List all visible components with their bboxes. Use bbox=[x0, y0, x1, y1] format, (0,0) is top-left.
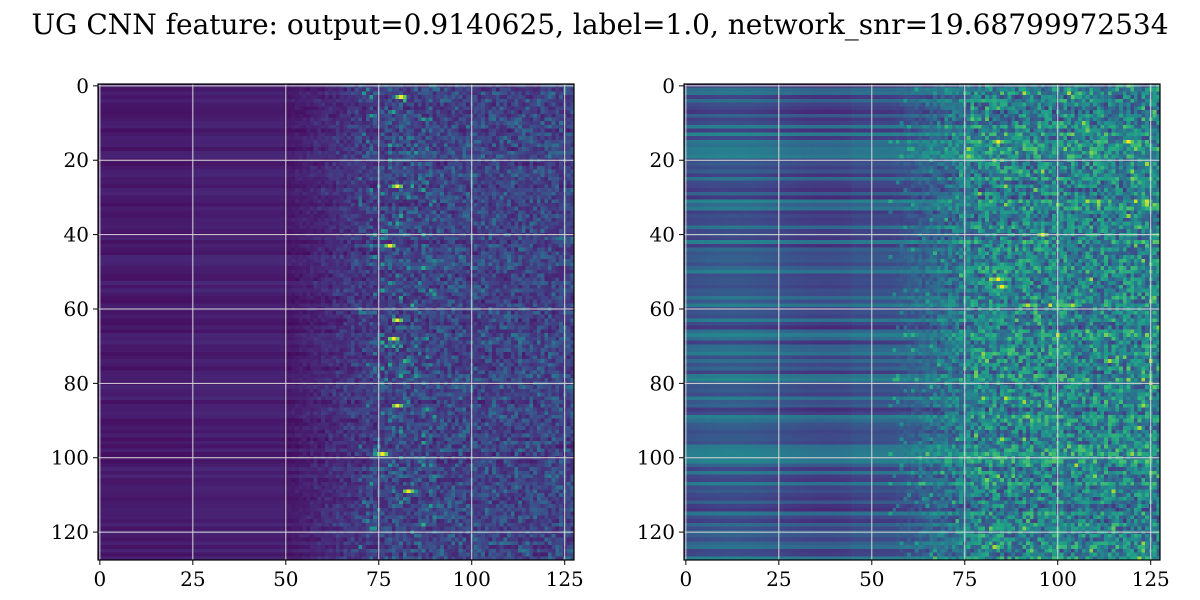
y-tick-label: 100 bbox=[51, 446, 89, 470]
x-tick-label: 100 bbox=[1039, 567, 1077, 591]
highlight-cell bbox=[1123, 140, 1127, 144]
highlight-cell bbox=[996, 140, 1000, 144]
highlight-cell bbox=[1130, 140, 1134, 144]
highlight-cell bbox=[392, 337, 396, 341]
highlight-cell bbox=[1000, 285, 1004, 289]
highlight-cell bbox=[1000, 277, 1004, 281]
highlight-cell bbox=[407, 489, 411, 493]
highlight-cell bbox=[993, 140, 997, 144]
x-tick-label: 0 bbox=[93, 567, 106, 591]
highlight-cell bbox=[392, 404, 396, 408]
highlight-cell bbox=[1000, 140, 1004, 144]
x-tick-label: 125 bbox=[546, 567, 584, 591]
highlight-cell bbox=[392, 184, 396, 188]
highlight-cell bbox=[381, 452, 385, 456]
highlight-cell bbox=[384, 452, 388, 456]
x-tick-label: 125 bbox=[1132, 567, 1170, 591]
highlight-cell bbox=[403, 489, 407, 493]
y-tick-label: 20 bbox=[650, 148, 675, 172]
x-tick-label: 50 bbox=[859, 567, 884, 591]
highlight-cell bbox=[399, 95, 403, 99]
highlight-cell bbox=[392, 244, 396, 248]
highlight-cell bbox=[396, 184, 400, 188]
x-tick-label: 75 bbox=[952, 567, 977, 591]
y-tick-label: 40 bbox=[64, 223, 89, 247]
figure-title: UG CNN feature: output=0.9140625, label=… bbox=[31, 8, 1168, 41]
highlight-cell bbox=[1127, 140, 1131, 144]
highlight-cell bbox=[399, 318, 403, 322]
y-tick-label: 80 bbox=[650, 371, 675, 395]
x-tick-label: 25 bbox=[180, 567, 205, 591]
highlight-cell bbox=[993, 277, 997, 281]
highlight-cell bbox=[399, 404, 403, 408]
x-tick-label: 0 bbox=[679, 567, 692, 591]
highlight-cell bbox=[996, 285, 1000, 289]
highlight-cell bbox=[396, 404, 400, 408]
highlight-cell bbox=[396, 95, 400, 99]
y-tick-label: 60 bbox=[650, 297, 675, 321]
heatmap-image-left bbox=[98, 84, 574, 560]
heatmap-panel-left: 0 25 50 75 100 125 0 20 40 60 80 100 120 bbox=[51, 74, 584, 591]
x-tick-label: 100 bbox=[453, 567, 491, 591]
x-tick-label: 75 bbox=[366, 567, 391, 591]
highlight-cell bbox=[388, 244, 392, 248]
heatmap-image-right bbox=[684, 84, 1160, 560]
highlight-cell bbox=[384, 244, 388, 248]
highlight-cell bbox=[403, 95, 407, 99]
y-tick-label: 20 bbox=[64, 148, 89, 172]
highlight-cell bbox=[410, 489, 414, 493]
highlight-cell bbox=[388, 337, 392, 341]
y-tick-label: 40 bbox=[650, 223, 675, 247]
y-tick-label: 0 bbox=[76, 74, 89, 98]
y-tick-label: 100 bbox=[637, 446, 675, 470]
highlight-cell bbox=[392, 318, 396, 322]
y-tick-label: 120 bbox=[51, 520, 89, 544]
highlight-cell bbox=[996, 277, 1000, 281]
highlight-cell bbox=[396, 337, 400, 341]
y-tick-label: 60 bbox=[64, 297, 89, 321]
y-tick-label: 80 bbox=[64, 371, 89, 395]
highlight-cell bbox=[1004, 285, 1008, 289]
highlight-cell bbox=[396, 318, 400, 322]
y-tick-label: 120 bbox=[637, 520, 675, 544]
y-tick-label: 0 bbox=[662, 74, 675, 98]
x-tick-label: 25 bbox=[766, 567, 791, 591]
x-tick-label: 50 bbox=[273, 567, 298, 591]
heatmap-panel-right: 0 25 50 75 100 125 0 20 40 60 80 100 120 bbox=[637, 74, 1170, 591]
highlight-cell bbox=[399, 184, 403, 188]
